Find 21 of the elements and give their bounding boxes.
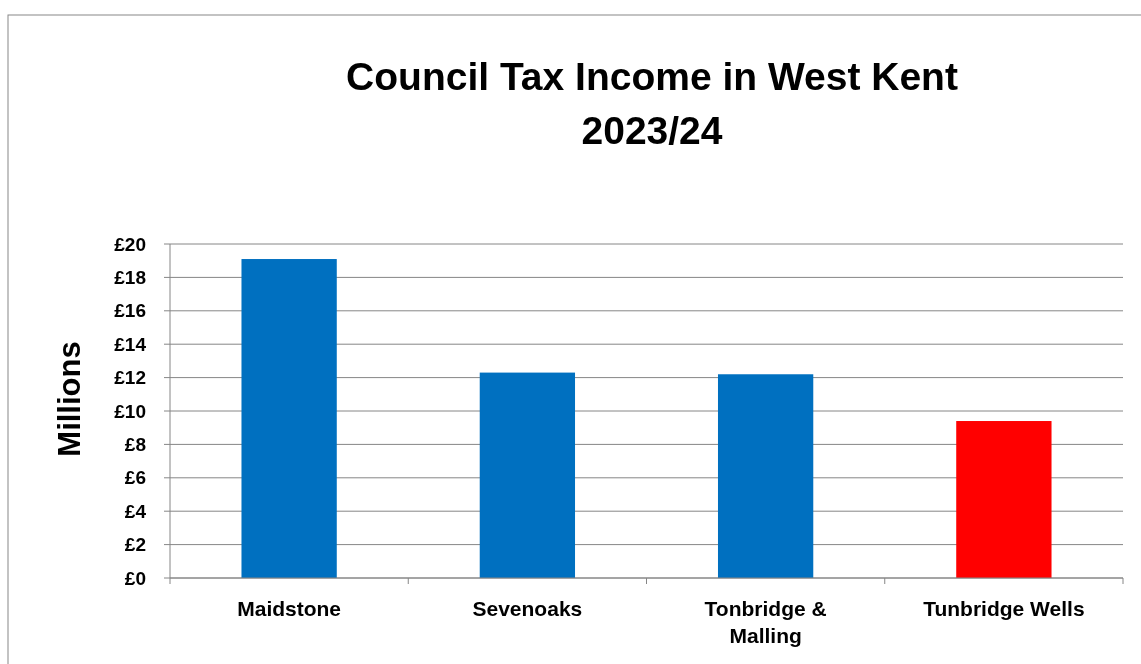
x-tick-label: Sevenoaks (472, 597, 583, 620)
bar (241, 259, 337, 578)
y-tick-label: £8 (124, 434, 146, 456)
y-tick-label: £12 (114, 367, 146, 389)
y-tick-label: £16 (114, 300, 146, 322)
chart-title: Council Tax Income in West Kent 2023/24 (346, 55, 958, 152)
bar (717, 374, 814, 578)
y-tick-label: £14 (114, 333, 147, 355)
y-tick-label: £18 (114, 267, 146, 289)
y-tick-label: £2 (124, 534, 146, 556)
y-tick-label: £10 (114, 400, 146, 422)
x-tick-label: Tonbridge & Malling (704, 597, 827, 647)
bar (956, 421, 1052, 578)
y-tick-label: £0 (124, 567, 146, 589)
bar (479, 372, 576, 578)
x-tick-label: Tunbridge Wells (923, 597, 1085, 620)
x-tick-label: Maidstone (237, 597, 342, 620)
y-tick-label: £6 (124, 467, 146, 489)
y-axis-title: Millions (52, 341, 87, 457)
y-tick-label: £4 (124, 500, 147, 522)
y-tick-label: £20 (114, 233, 146, 255)
